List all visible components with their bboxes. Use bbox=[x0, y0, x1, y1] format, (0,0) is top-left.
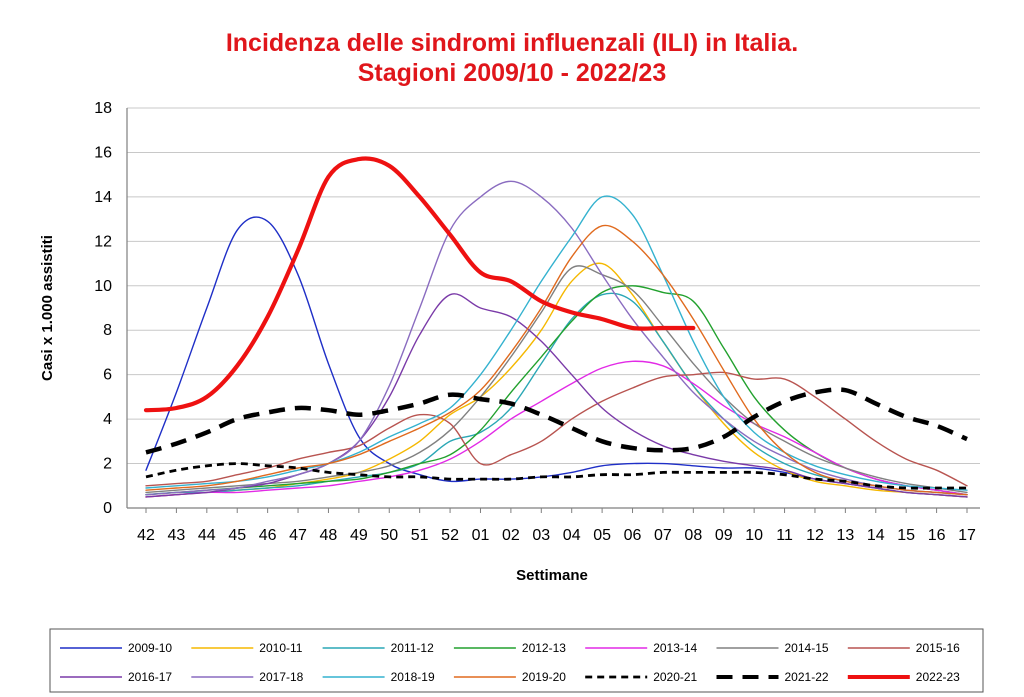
series-line-2019-20 bbox=[145, 224, 968, 496]
legend-label: 2020-21 bbox=[653, 670, 697, 684]
legend-label: 2016-17 bbox=[128, 670, 172, 684]
y-tick-label: 12 bbox=[94, 233, 112, 250]
x-tick-label: 08 bbox=[684, 527, 702, 544]
legend-label: 2022-23 bbox=[916, 670, 960, 684]
y-tick-label: 14 bbox=[94, 189, 112, 206]
x-tick-label: 42 bbox=[137, 527, 155, 544]
x-tick-label: 02 bbox=[502, 527, 520, 544]
y-tick-label: 6 bbox=[103, 367, 112, 384]
y-tick-label: 10 bbox=[94, 278, 112, 295]
x-tick-label: 12 bbox=[806, 527, 824, 544]
y-tick-label: 0 bbox=[103, 500, 112, 517]
x-tick-label: 16 bbox=[928, 527, 946, 544]
legend-frame bbox=[49, 628, 984, 693]
legend-label: 2009-10 bbox=[128, 641, 172, 655]
series-line-2022-23 bbox=[143, 156, 696, 413]
x-tick-label: 44 bbox=[198, 527, 216, 544]
x-tick-label: 48 bbox=[320, 527, 338, 544]
series-line-2013-14 bbox=[145, 360, 968, 498]
x-tick-label: 07 bbox=[654, 527, 672, 544]
x-tick-label: 50 bbox=[380, 527, 398, 544]
y-tick-label: 8 bbox=[103, 322, 112, 339]
legend-label: 2010-11 bbox=[259, 641, 302, 655]
y-tick-label: 16 bbox=[94, 144, 112, 161]
y-tick-label: 2 bbox=[103, 456, 112, 473]
legend-label: 2014-15 bbox=[785, 641, 829, 655]
x-tick-label: 03 bbox=[532, 527, 550, 544]
legend-label: 2018-19 bbox=[391, 670, 435, 684]
series-lines bbox=[143, 156, 968, 498]
x-tick-label: 43 bbox=[168, 527, 186, 544]
x-tick-label: 47 bbox=[289, 527, 307, 544]
x-tick-label: 51 bbox=[411, 527, 429, 544]
x-tick-label: 06 bbox=[624, 527, 642, 544]
legend-label: 2011-12 bbox=[391, 641, 434, 655]
chart-title: Incidenza delle sindromi influenzali (IL… bbox=[225, 29, 799, 57]
series-line-2020-21 bbox=[145, 462, 967, 490]
series-line-2015-16 bbox=[145, 371, 968, 487]
x-tick-label: 52 bbox=[441, 527, 459, 544]
series-line-2021-22 bbox=[145, 387, 968, 455]
x-tick-label: 46 bbox=[259, 527, 277, 544]
x-tick-label: 09 bbox=[715, 527, 733, 544]
x-tick-label: 04 bbox=[563, 527, 581, 544]
x-tick-label: 11 bbox=[776, 527, 793, 544]
series-line-2017-18 bbox=[145, 180, 968, 496]
x-tick-label: 17 bbox=[958, 527, 976, 544]
legend-label: 2012-13 bbox=[522, 641, 566, 655]
x-tick-label: 15 bbox=[897, 527, 915, 544]
legend: 2009-10 2010-11 2011-12 2012-13 2013-14 2014-… bbox=[49, 628, 984, 693]
axes bbox=[126, 108, 980, 513]
legend-label: 2019-20 bbox=[522, 670, 566, 684]
series-line-2014-15 bbox=[145, 265, 968, 494]
x-tick-label: 10 bbox=[745, 527, 763, 544]
series-line-2018-19 bbox=[145, 195, 968, 491]
series-line-2010-11 bbox=[145, 262, 968, 498]
legend-label: 2017-18 bbox=[259, 670, 303, 684]
x-tick-label: 49 bbox=[350, 527, 368, 544]
series-line-2011-12 bbox=[145, 292, 968, 496]
y-tick-label: 18 bbox=[94, 100, 112, 117]
legend-label: 2015-16 bbox=[916, 641, 960, 655]
x-tick-label: 13 bbox=[836, 527, 854, 544]
legend-label: 2021-22 bbox=[785, 670, 829, 684]
y-axis-label: Casi x 1.000 assistiti bbox=[39, 235, 56, 381]
x-tick-label: 14 bbox=[867, 527, 885, 544]
y-tick-label: 4 bbox=[103, 411, 112, 428]
chart-subtitle: Stagioni 2009/10 - 2022/23 bbox=[357, 59, 667, 87]
legend-label: 2013-14 bbox=[653, 641, 697, 655]
x-axis-label: Settimane bbox=[516, 567, 588, 584]
x-tick-label: 01 bbox=[472, 527, 490, 544]
x-tick-label: 05 bbox=[593, 527, 611, 544]
x-tick-label: 45 bbox=[228, 527, 246, 544]
